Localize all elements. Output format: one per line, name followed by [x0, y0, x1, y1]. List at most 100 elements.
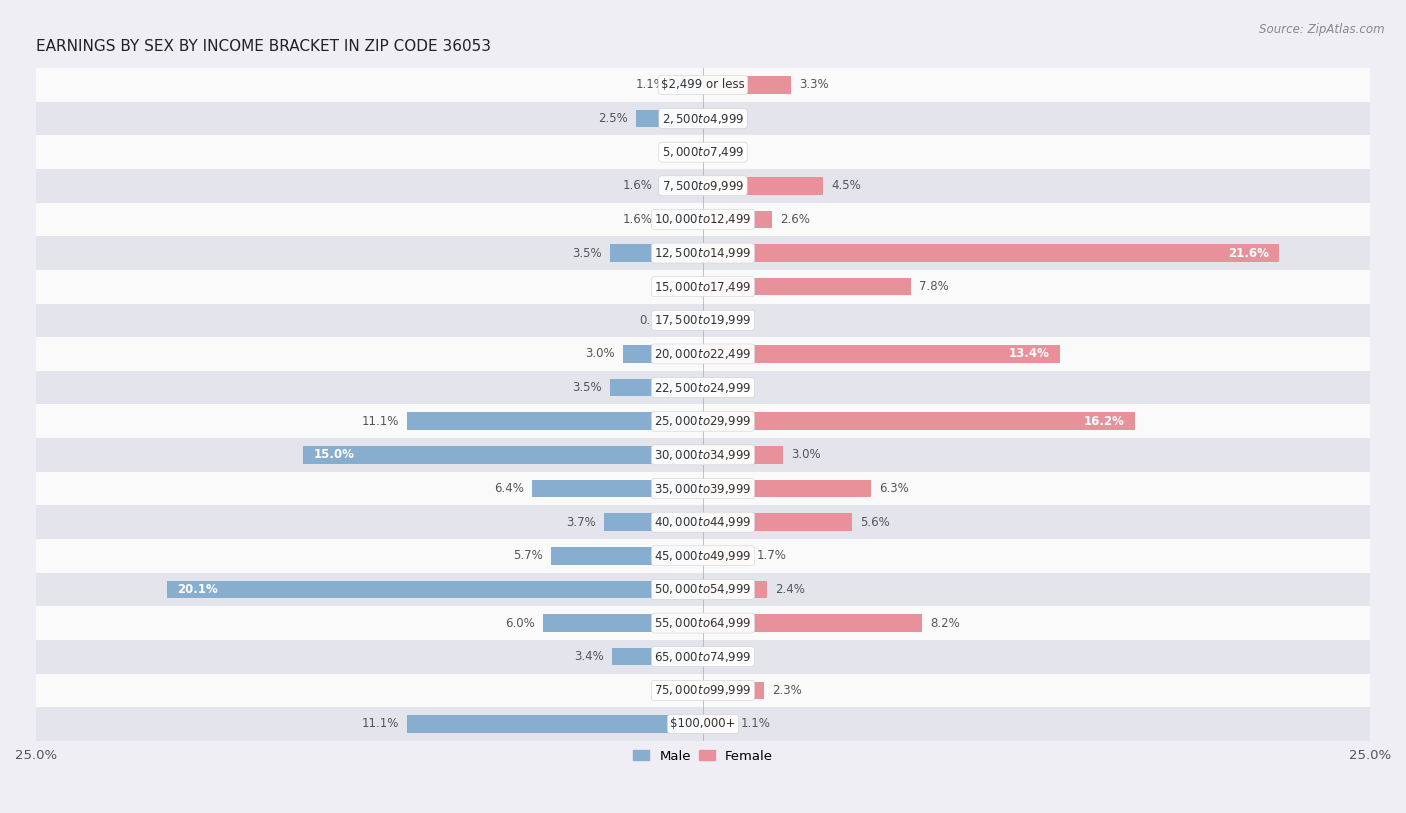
Bar [543, 615, 703, 632]
Text: 1.6%: 1.6% [623, 180, 652, 193]
Text: $30,000 to $34,999: $30,000 to $34,999 [654, 448, 752, 462]
Bar [703, 615, 922, 632]
Text: $25,000 to $29,999: $25,000 to $29,999 [654, 415, 752, 428]
Bar [610, 245, 703, 262]
Text: 0.0%: 0.0% [711, 146, 741, 159]
Bar [37, 673, 1369, 707]
Bar [610, 379, 703, 397]
Text: 0.0%: 0.0% [711, 381, 741, 394]
Bar [703, 580, 768, 598]
Bar [37, 270, 1369, 303]
Bar [551, 547, 703, 564]
Bar [703, 547, 748, 564]
Text: $12,500 to $14,999: $12,500 to $14,999 [654, 246, 752, 260]
Text: $17,500 to $19,999: $17,500 to $19,999 [654, 313, 752, 328]
Text: $75,000 to $99,999: $75,000 to $99,999 [654, 683, 752, 698]
Bar [37, 640, 1369, 673]
Text: $55,000 to $64,999: $55,000 to $64,999 [654, 616, 752, 630]
Bar [703, 715, 733, 733]
Text: 5.6%: 5.6% [860, 515, 890, 528]
Text: 0.0%: 0.0% [711, 112, 741, 125]
Text: $35,000 to $39,999: $35,000 to $39,999 [654, 481, 752, 495]
Bar [703, 76, 792, 93]
Bar [623, 346, 703, 363]
Text: 0.0%: 0.0% [665, 684, 695, 697]
Text: 3.4%: 3.4% [575, 650, 605, 663]
Text: 15.0%: 15.0% [314, 449, 354, 461]
Bar [167, 580, 703, 598]
Bar [703, 346, 1060, 363]
Text: $45,000 to $49,999: $45,000 to $49,999 [654, 549, 752, 563]
Text: 3.0%: 3.0% [585, 347, 614, 360]
Text: 1.7%: 1.7% [756, 550, 786, 563]
Bar [703, 245, 1279, 262]
Bar [703, 513, 852, 531]
Bar [406, 412, 703, 430]
Bar [37, 337, 1369, 371]
Bar [37, 237, 1369, 270]
Text: 0.0%: 0.0% [711, 650, 741, 663]
Bar [703, 446, 783, 463]
Text: 6.3%: 6.3% [879, 482, 908, 495]
Bar [37, 472, 1369, 506]
Text: 5.7%: 5.7% [513, 550, 543, 563]
Text: 16.2%: 16.2% [1084, 415, 1125, 428]
Bar [703, 412, 1135, 430]
Bar [673, 76, 703, 93]
Bar [37, 371, 1369, 404]
Text: 13.4%: 13.4% [1010, 347, 1050, 360]
Bar [37, 135, 1369, 169]
Text: 2.5%: 2.5% [599, 112, 628, 125]
Bar [37, 539, 1369, 572]
Text: 2.4%: 2.4% [775, 583, 804, 596]
Text: $2,500 to $4,999: $2,500 to $4,999 [662, 111, 744, 125]
Bar [37, 202, 1369, 237]
Text: 0.0%: 0.0% [711, 314, 741, 327]
Text: 20.1%: 20.1% [177, 583, 218, 596]
Legend: Male, Female: Male, Female [627, 744, 779, 767]
Text: 0.0%: 0.0% [665, 280, 695, 293]
Bar [37, 68, 1369, 102]
Bar [533, 480, 703, 498]
Bar [703, 278, 911, 295]
Text: $7,500 to $9,999: $7,500 to $9,999 [662, 179, 744, 193]
Bar [37, 438, 1369, 472]
Text: 3.7%: 3.7% [567, 515, 596, 528]
Text: 4.5%: 4.5% [831, 180, 860, 193]
Bar [703, 480, 872, 498]
Text: 1.1%: 1.1% [636, 78, 665, 91]
Bar [703, 681, 765, 699]
Bar [37, 404, 1369, 438]
Text: $100,000+: $100,000+ [671, 717, 735, 730]
Text: Source: ZipAtlas.com: Source: ZipAtlas.com [1260, 23, 1385, 36]
Text: 6.0%: 6.0% [505, 616, 534, 629]
Bar [406, 715, 703, 733]
Bar [661, 177, 703, 194]
Bar [37, 707, 1369, 741]
Bar [703, 211, 772, 228]
Text: 1.1%: 1.1% [741, 717, 770, 730]
Text: $50,000 to $54,999: $50,000 to $54,999 [654, 582, 752, 597]
Text: 1.6%: 1.6% [623, 213, 652, 226]
Text: 8.2%: 8.2% [929, 616, 959, 629]
Text: $65,000 to $74,999: $65,000 to $74,999 [654, 650, 752, 663]
Bar [661, 211, 703, 228]
Text: $20,000 to $22,499: $20,000 to $22,499 [654, 347, 752, 361]
Text: 0.0%: 0.0% [665, 146, 695, 159]
Text: 3.5%: 3.5% [572, 246, 602, 259]
Text: EARNINGS BY SEX BY INCOME BRACKET IN ZIP CODE 36053: EARNINGS BY SEX BY INCOME BRACKET IN ZIP… [37, 39, 491, 54]
Bar [37, 572, 1369, 606]
Text: $2,499 or less: $2,499 or less [661, 78, 745, 91]
Bar [605, 513, 703, 531]
Bar [637, 110, 703, 128]
Text: 3.5%: 3.5% [572, 381, 602, 394]
Bar [37, 606, 1369, 640]
Bar [37, 303, 1369, 337]
Text: $10,000 to $12,499: $10,000 to $12,499 [654, 212, 752, 226]
Bar [37, 102, 1369, 135]
Bar [612, 648, 703, 665]
Text: 3.3%: 3.3% [799, 78, 828, 91]
Text: 3.0%: 3.0% [792, 449, 821, 461]
Text: $15,000 to $17,499: $15,000 to $17,499 [654, 280, 752, 293]
Text: $40,000 to $44,999: $40,000 to $44,999 [654, 515, 752, 529]
